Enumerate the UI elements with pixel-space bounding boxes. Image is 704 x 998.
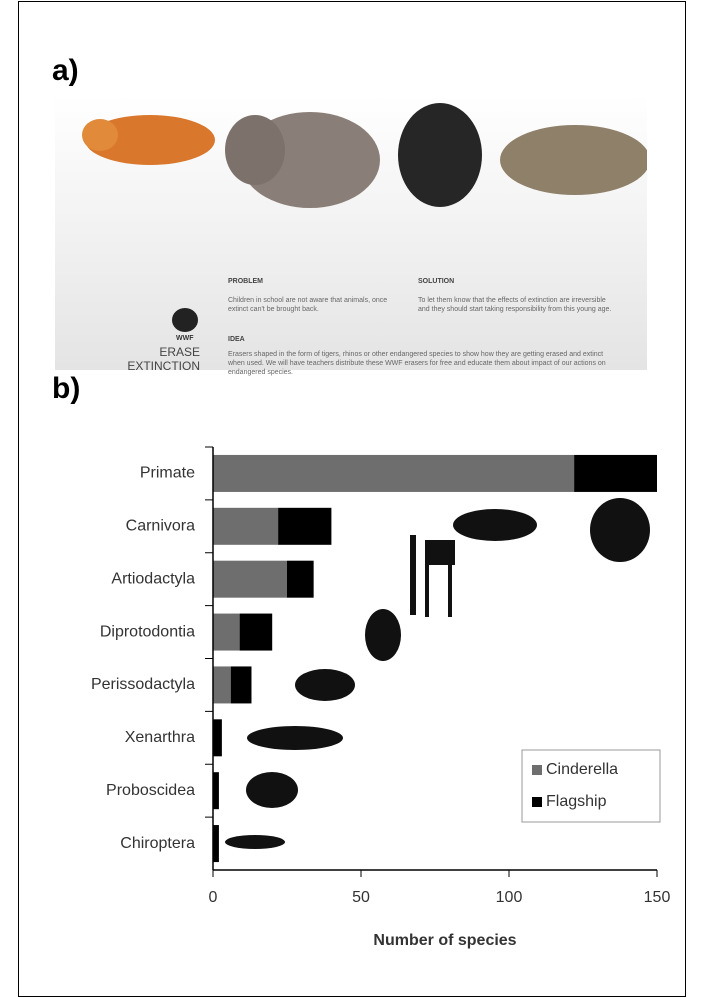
frame [18,1,686,997]
panel-label: b) [52,372,81,405]
bar-segment [213,719,222,757]
bar-segment [213,454,575,492]
x-tick-label: 150 [644,889,671,906]
y-tick-label: Proboscidea [106,782,195,799]
y-tick-label: Diprotodontia [100,623,195,640]
ad-text: Erasers shaped in the form of tigers, rh… [228,351,606,376]
bar-segment [213,560,287,598]
ad-text: Children in school are not aware that an… [228,297,388,313]
bar-segment [287,560,314,598]
ad-heading: SOLUTION [418,278,455,285]
y-tick-label: Artiodactyla [111,570,195,587]
logo-icon [172,308,198,332]
campaign: ERASE EXTINCTION [100,345,200,373]
ad-image [55,95,647,370]
bar-segment [239,613,273,651]
bar-segment [230,666,252,704]
panel-label: a) [52,54,79,87]
y-tick-label: Perissodactyla [91,676,195,693]
legend-label: Cinderella [546,761,618,778]
bar-segment [213,772,219,810]
legend-swatch [532,765,542,775]
silhouettes [225,498,650,849]
x-tick-label: 50 [352,889,370,906]
ad-heading: PROBLEM [228,278,263,285]
y-tick-label: Xenarthra [125,729,195,746]
y-tick-label: Primate [140,465,195,482]
y-tick-label: Carnivora [126,518,195,535]
bar-segment [213,613,240,651]
y-tick-label: Chiroptera [120,835,195,852]
campaign-line: ERASE [159,345,200,359]
bar-segment [213,507,279,545]
bar-segment [213,825,219,863]
ad-heading: IDEA [228,336,245,343]
bar-segment [278,507,332,545]
legend-label: Flagship [546,793,607,810]
bar-segment [574,454,657,492]
legend-swatch [532,797,542,807]
bar-segment [213,666,231,704]
legend-box [521,749,661,823]
x-tick-label: 100 [496,889,523,906]
x-tick-label: 0 [209,889,218,906]
x-axis-label: Number of species [373,932,516,949]
ad-text: To let them know that the effects of ext… [418,297,612,313]
logo: WWF [176,335,194,342]
campaign-line: EXTINCTION [127,359,200,373]
